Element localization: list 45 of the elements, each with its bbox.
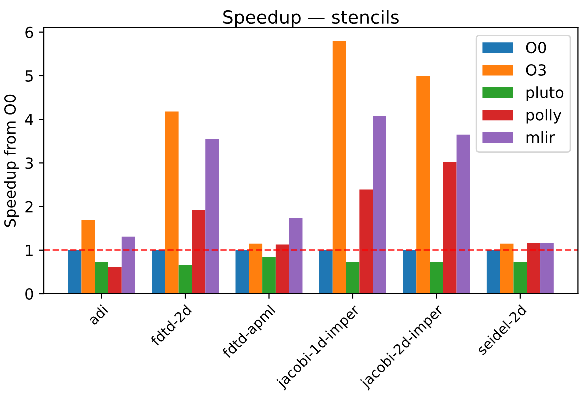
bar	[122, 236, 136, 294]
y-tick-label: 1	[26, 245, 33, 256]
bar	[346, 262, 360, 294]
bar	[236, 250, 250, 294]
bar	[430, 262, 444, 294]
bar	[319, 250, 333, 294]
y-tick-label: 2	[26, 201, 33, 213]
bar	[152, 250, 166, 294]
legend-label: pluto	[526, 86, 564, 102]
x-tick-label: adi	[87, 304, 108, 326]
bar	[456, 134, 470, 294]
bar	[443, 162, 457, 294]
legend-label: O0	[526, 42, 546, 54]
bar	[540, 242, 554, 294]
bar	[206, 139, 220, 294]
bar	[178, 265, 192, 294]
bar	[192, 210, 206, 294]
legend-label: O3	[526, 64, 546, 76]
bar	[514, 262, 528, 294]
bar	[276, 244, 290, 294]
bar	[500, 244, 514, 294]
legend-label: polly	[526, 109, 562, 124]
bar	[262, 257, 276, 294]
bar	[249, 244, 263, 294]
y-axis-title: Speedup from O0	[4, 94, 20, 228]
y-tick-label: 5	[26, 70, 33, 82]
bar	[332, 41, 346, 294]
y-tick-label: 3	[26, 158, 34, 170]
bar	[68, 250, 82, 294]
bar	[403, 250, 417, 294]
bar	[527, 242, 541, 294]
bar	[165, 112, 179, 294]
bar	[360, 190, 374, 294]
bar	[373, 116, 386, 294]
bar	[108, 267, 122, 294]
y-tick-label: 6	[26, 26, 34, 38]
bar	[82, 220, 96, 294]
y-tick-label: 0	[26, 288, 34, 300]
bar	[95, 262, 108, 294]
bar	[416, 76, 430, 294]
bar	[289, 218, 303, 294]
legend-label: mlir	[526, 131, 556, 144]
bar	[486, 250, 500, 294]
y-tick-label: 4	[25, 114, 34, 126]
chart-title: Speedup — stencils	[224, 10, 399, 28]
